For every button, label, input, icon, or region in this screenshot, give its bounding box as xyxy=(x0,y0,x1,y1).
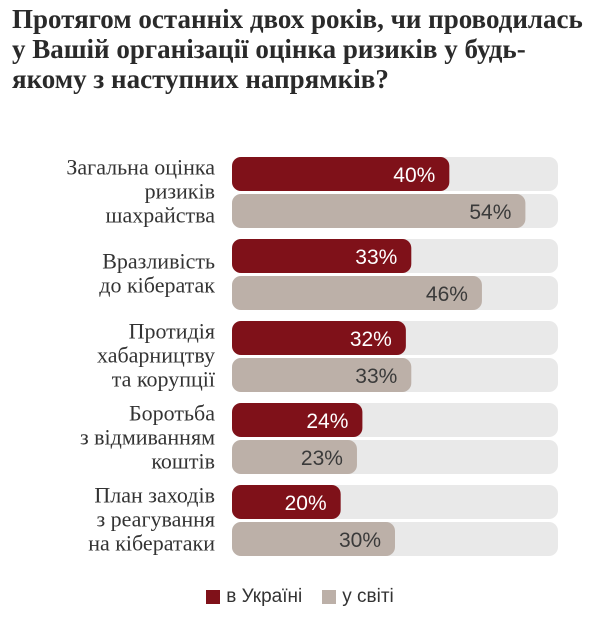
data-label: 40% xyxy=(393,164,435,187)
legend-swatch-ukraine xyxy=(206,590,221,604)
category-label: Вразливість xyxy=(102,249,215,274)
category-label: на кібератаки xyxy=(88,531,215,556)
category-label: Боротьба xyxy=(129,401,215,426)
category-label: та корупції xyxy=(112,367,216,392)
bar-ukraine xyxy=(232,485,341,519)
bar-world xyxy=(232,440,357,474)
bar-world xyxy=(232,276,482,310)
data-label: 24% xyxy=(306,410,348,433)
category-label: шахрайства xyxy=(106,203,216,228)
data-label: 32% xyxy=(350,328,392,351)
category-label: Протидія xyxy=(129,319,215,344)
legend: в Україні у світі xyxy=(0,586,600,608)
legend-item-world: у світі xyxy=(322,586,394,608)
legend-item-ukraine: в Україні xyxy=(206,586,302,608)
category-label: План заходів xyxy=(94,483,215,508)
bar-ukraine xyxy=(232,403,363,437)
category-label: Загальна оцінка xyxy=(66,155,215,180)
category-label: хабарництву xyxy=(97,343,215,368)
data-label: 46% xyxy=(426,283,468,306)
bar-ukraine xyxy=(232,157,450,191)
data-label: 33% xyxy=(355,365,397,388)
legend-swatch-world xyxy=(322,590,337,604)
legend-label-ukraine: в Україні xyxy=(226,586,303,607)
data-label: 33% xyxy=(355,246,397,269)
category-label: до кібератак xyxy=(99,273,215,298)
category-label: ризиків xyxy=(145,179,215,204)
bar-ukraine xyxy=(232,239,412,273)
bar-world xyxy=(232,358,412,392)
category-label: коштів xyxy=(151,449,215,474)
bar-world xyxy=(232,522,395,556)
data-label: 54% xyxy=(469,201,511,224)
chart-title: Протягом останніх двох років, чи проводи… xyxy=(12,4,583,94)
bar-world xyxy=(232,194,526,228)
data-label: 23% xyxy=(301,447,343,470)
category-label: з реагування xyxy=(96,507,215,532)
data-label: 30% xyxy=(339,529,381,552)
bar-ukraine xyxy=(232,321,406,355)
category-label: з відмиванням xyxy=(80,425,215,450)
legend-label-world: у світі xyxy=(342,586,394,607)
data-label: 20% xyxy=(285,492,327,515)
